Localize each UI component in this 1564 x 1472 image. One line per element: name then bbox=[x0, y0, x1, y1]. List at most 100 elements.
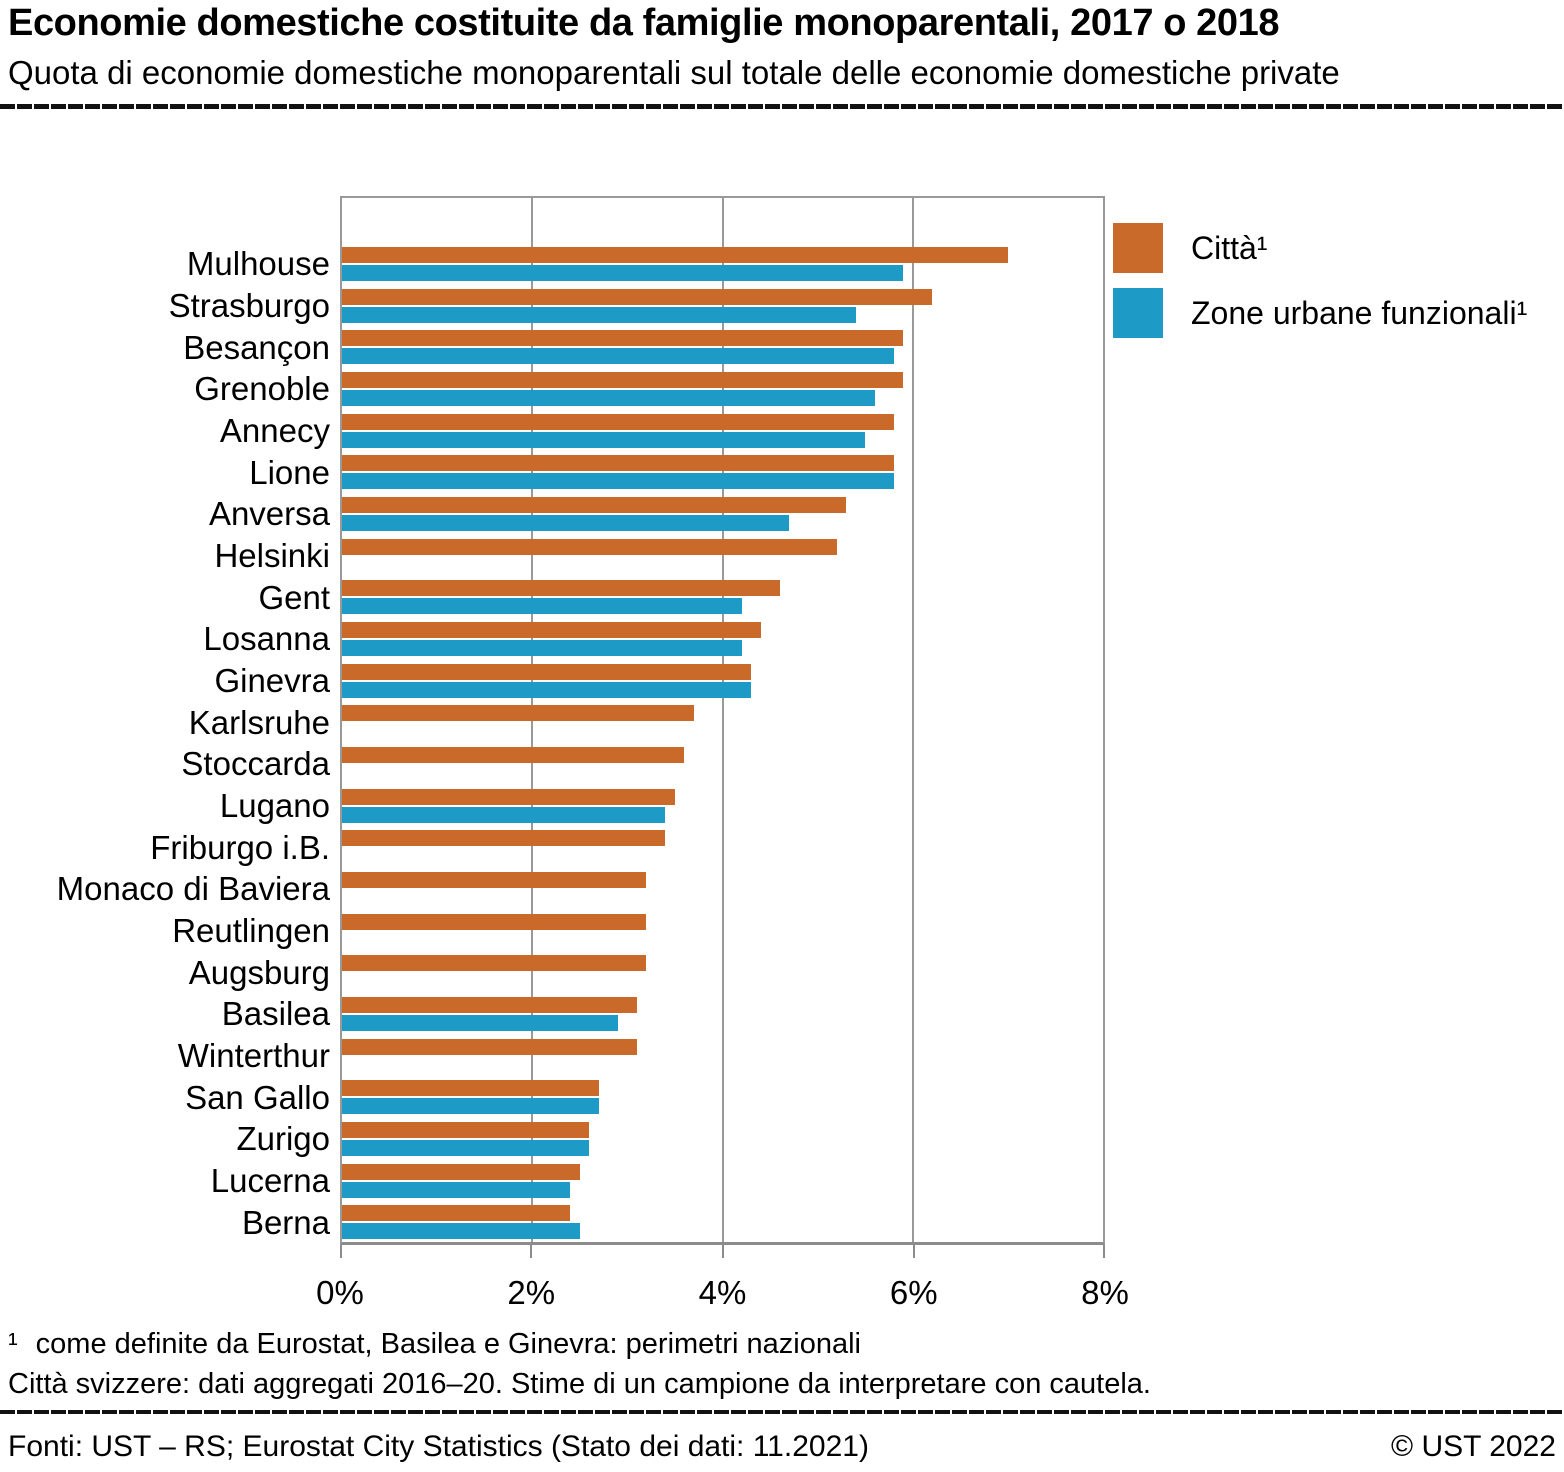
category-label: Stoccarda bbox=[181, 745, 330, 783]
bar-citta bbox=[342, 746, 685, 763]
category-label: Winterthur bbox=[177, 1037, 330, 1075]
bar-citta bbox=[342, 996, 637, 1013]
bar-citta bbox=[342, 1080, 599, 1097]
bar-group bbox=[342, 326, 1103, 368]
page-subtitle: Quota di economie domestiche monoparenta… bbox=[8, 54, 1340, 91]
legend-swatch-zone-urbane bbox=[1113, 288, 1163, 338]
category-label: San Gallo bbox=[185, 1078, 330, 1116]
bar-group bbox=[342, 868, 1103, 910]
bar-zone-urbane bbox=[342, 598, 742, 615]
bar-citta bbox=[342, 788, 675, 805]
bar-citta bbox=[342, 955, 647, 972]
bar-zone-urbane bbox=[342, 1139, 590, 1156]
bar-citta bbox=[342, 705, 694, 722]
category-label: Zurigo bbox=[236, 1120, 330, 1158]
divider-top bbox=[0, 104, 1564, 109]
category-label: Gent bbox=[258, 578, 330, 616]
x-axis-label: 6% bbox=[889, 1274, 938, 1311]
category-label: Mulhouse bbox=[186, 245, 330, 283]
category-label: Helsinki bbox=[214, 537, 330, 575]
bar-zone-urbane bbox=[342, 1098, 599, 1115]
bar-citta bbox=[342, 1205, 571, 1222]
axis-tick-6pct bbox=[912, 1245, 915, 1258]
legend-label-zone-urbane: Zone urbane funzionali¹ bbox=[1191, 294, 1528, 331]
bar-group bbox=[342, 576, 1103, 618]
category-label: Annecy bbox=[219, 412, 330, 450]
bar-citta bbox=[342, 663, 752, 680]
bar-zone-urbane bbox=[342, 1014, 618, 1031]
bar-group bbox=[342, 1160, 1103, 1202]
x-axis-label: 2% bbox=[507, 1274, 556, 1311]
bar-zone-urbane bbox=[342, 348, 894, 365]
bar-group bbox=[342, 451, 1103, 493]
bar-citta bbox=[342, 413, 894, 430]
footnote-1: ¹ come definite da Eurostat, Basilea e Gi… bbox=[8, 1328, 861, 1361]
bar-group bbox=[342, 1035, 1103, 1077]
bar-group bbox=[342, 785, 1103, 827]
bar-citta bbox=[342, 288, 932, 305]
bar-group bbox=[342, 951, 1103, 993]
bar-group bbox=[342, 743, 1103, 785]
gridline-6pct bbox=[911, 198, 914, 1242]
legend-item-citta: Città¹ bbox=[1113, 223, 1527, 273]
chart-legend: Città¹ Zone urbane funzionali¹ bbox=[1113, 223, 1527, 338]
bar-zone-urbane bbox=[342, 389, 875, 406]
bar-group bbox=[342, 410, 1103, 452]
axis-tick-0pct bbox=[340, 1245, 342, 1258]
axis-tick-2pct bbox=[530, 1245, 533, 1258]
bar-citta bbox=[342, 913, 647, 930]
bar-citta bbox=[342, 246, 1008, 263]
bar-citta bbox=[342, 1121, 590, 1138]
category-label: Augsburg bbox=[188, 953, 330, 991]
divider-bottom bbox=[0, 1410, 1564, 1414]
bar-citta bbox=[342, 830, 666, 847]
page-title: Economie domestiche costituite da famigl… bbox=[8, 2, 1280, 44]
category-label: Reutlingen bbox=[172, 912, 330, 950]
bar-group bbox=[342, 618, 1103, 660]
bar-group bbox=[342, 285, 1103, 327]
category-label: Besançon bbox=[183, 328, 330, 366]
x-axis-label: 4% bbox=[698, 1274, 747, 1311]
bar-zone-urbane bbox=[342, 1181, 571, 1198]
category-label: Grenoble bbox=[194, 370, 330, 408]
bar-zone-urbane bbox=[342, 806, 666, 823]
footer: Fonti: UST – RS; Eurostat City Statistic… bbox=[8, 1430, 1556, 1464]
category-label: Lucerna bbox=[210, 1162, 330, 1200]
x-axis-label: 0% bbox=[316, 1274, 364, 1311]
category-label: Lione bbox=[249, 453, 330, 491]
bar-rows bbox=[342, 243, 1103, 1243]
category-label: Basilea bbox=[221, 995, 330, 1033]
bar-citta bbox=[342, 1038, 637, 1055]
chart-plot-area bbox=[340, 196, 1105, 1245]
legend-item-zone-urbane: Zone urbane funzionali¹ bbox=[1113, 288, 1527, 338]
bar-group bbox=[342, 701, 1103, 743]
bar-citta bbox=[342, 371, 904, 388]
bar-group bbox=[342, 660, 1103, 702]
category-label: Monaco di Baviera bbox=[56, 870, 330, 908]
legend-label-citta: Città¹ bbox=[1191, 229, 1268, 266]
bar-zone-urbane bbox=[342, 431, 866, 448]
legend-swatch-citta bbox=[1113, 223, 1163, 273]
bar-group bbox=[342, 243, 1103, 285]
bar-group bbox=[342, 493, 1103, 535]
axis-tick-4pct bbox=[721, 1245, 724, 1258]
footnote-2: Città svizzere: dati aggregati 2016–20. … bbox=[8, 1368, 1151, 1400]
bar-zone-urbane bbox=[342, 681, 752, 698]
x-axis-ticks bbox=[340, 1245, 1105, 1258]
category-label: Karlsruhe bbox=[188, 703, 330, 741]
gridline-4pct bbox=[721, 198, 724, 1242]
category-label: Friburgo i.B. bbox=[150, 828, 330, 866]
bar-zone-urbane bbox=[342, 473, 894, 490]
category-label: Strasburgo bbox=[168, 287, 330, 324]
bar-citta bbox=[342, 580, 780, 597]
bar-group bbox=[342, 535, 1103, 577]
x-axis-label: 8% bbox=[1081, 1274, 1129, 1311]
axis-tick-8pct bbox=[1103, 1245, 1105, 1258]
copyright-text: © UST 2022 bbox=[1391, 1430, 1556, 1463]
bar-group bbox=[342, 826, 1103, 868]
bar-citta bbox=[342, 330, 904, 347]
bar-citta bbox=[342, 1163, 580, 1180]
category-label: Anversa bbox=[208, 495, 330, 533]
bar-zone-urbane bbox=[342, 306, 856, 323]
